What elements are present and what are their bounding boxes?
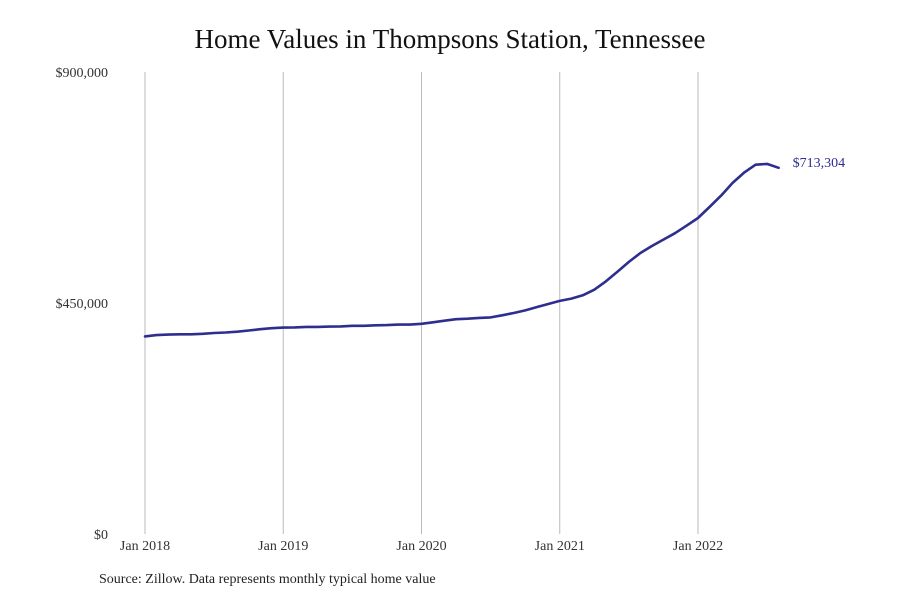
series-layer (143, 162, 780, 338)
x-tick-label-3: Jan 2021 (535, 539, 585, 554)
y-axis-tick-labels: $0 $450,000 $900,000 (56, 66, 109, 543)
series-line (143, 162, 780, 338)
y-tick-label-2: $900,000 (56, 66, 109, 81)
end-value-label: $713,304 (793, 156, 846, 171)
y-tick-label-1: $450,000 (56, 297, 109, 312)
annotation-layer: $713,304 (793, 156, 846, 171)
source-note: Source: Zillow. Data represents monthly … (99, 572, 436, 587)
x-tick-label-4: Jan 2022 (673, 539, 723, 554)
y-tick-label-0: $0 (94, 528, 108, 543)
chart-title: Home Values in Thompsons Station, Tennes… (194, 24, 706, 54)
x-tick-label-0: Jan 2018 (120, 539, 170, 554)
gridlines (144, 72, 699, 534)
x-tick-label-2: Jan 2020 (396, 539, 446, 554)
x-tick-label-1: Jan 2019 (258, 539, 308, 554)
x-axis-tick-labels: Jan 2018 Jan 2019 Jan 2020 Jan 2021 Jan 2022 (120, 539, 723, 554)
